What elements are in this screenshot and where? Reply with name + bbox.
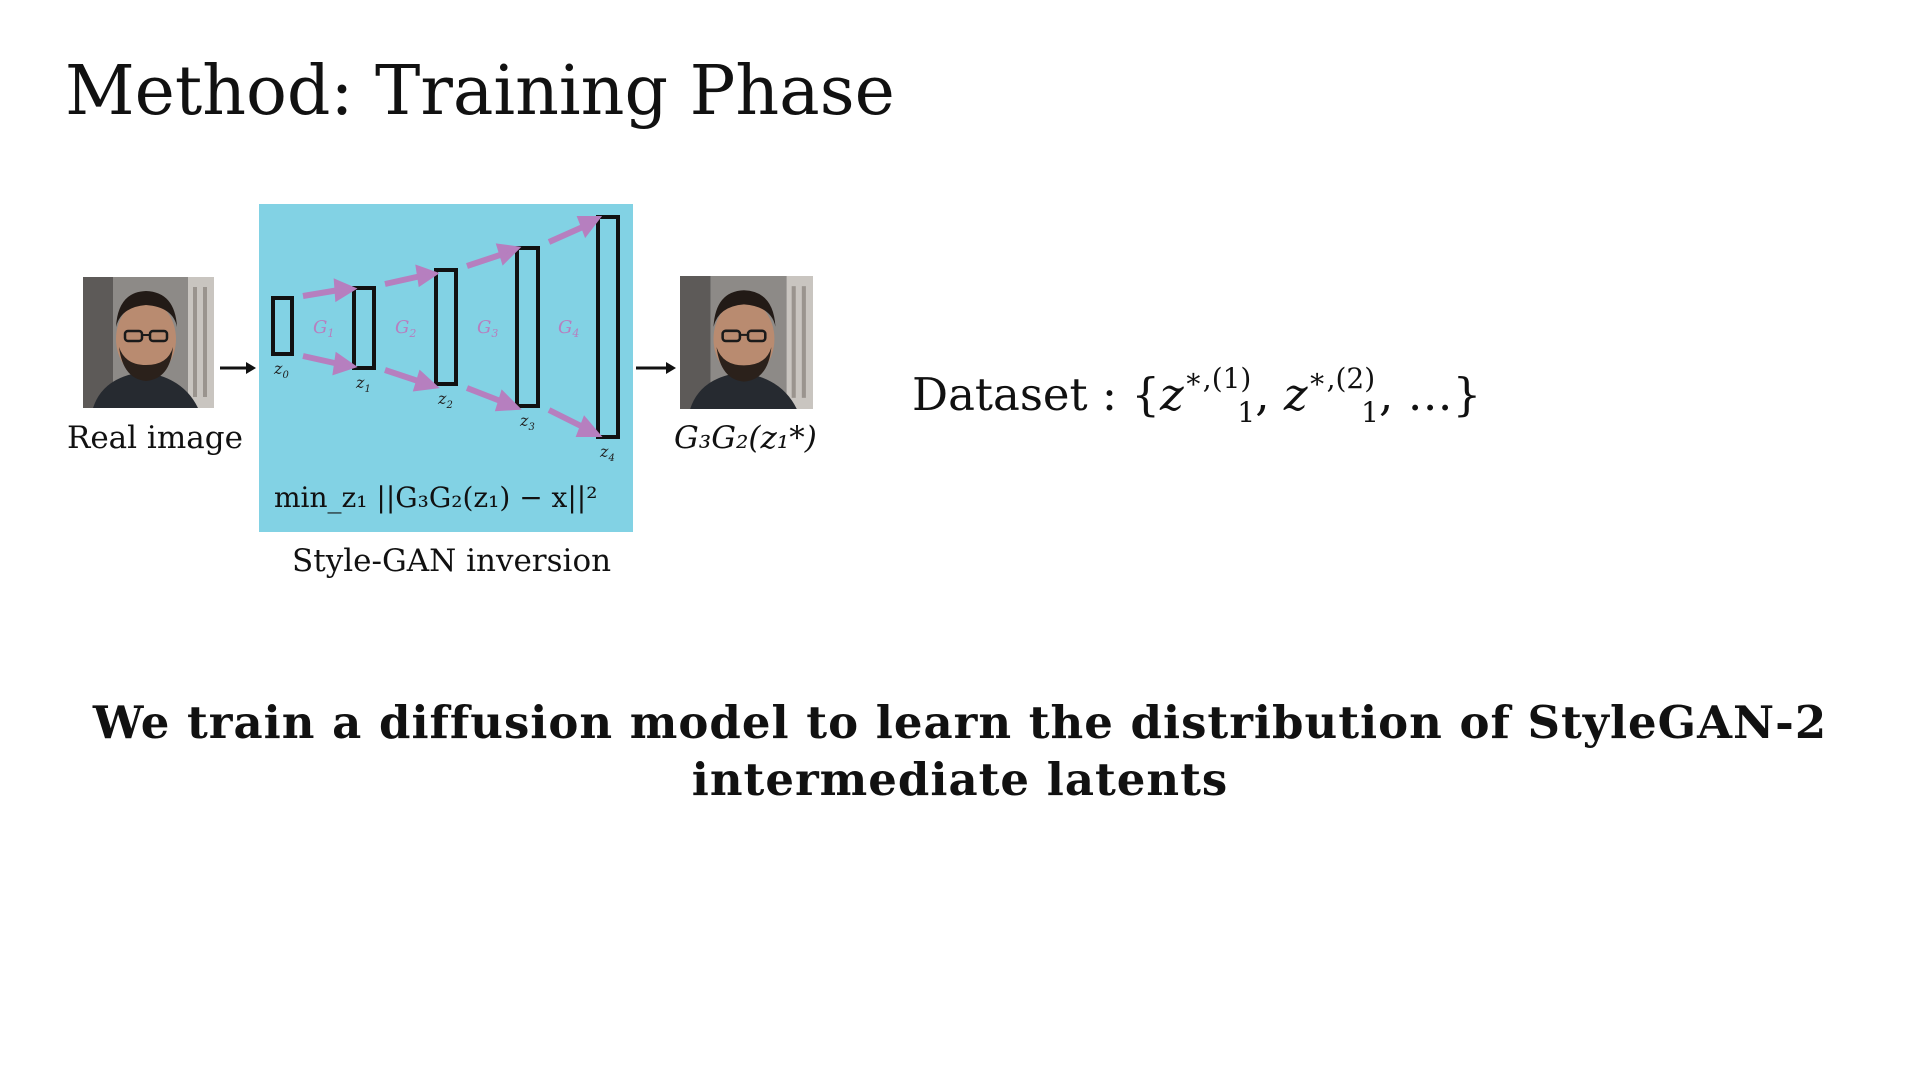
objective-formula: min_z₁ ||G₃G₂(z₁) − x||² [274,481,597,514]
output-label: G₃G₂(z₁*) [674,420,817,456]
dataset-label: Dataset : [912,368,1117,421]
inversion-label: Style-GAN inversion [292,543,611,579]
output-arrow [634,360,678,376]
summary-line-2: intermediate latents [0,751,1920,808]
reconstructed-image [680,276,813,409]
summary-line-1: We train a diffusion model to learn the … [0,694,1920,751]
stylegan-inversion-box: G1 G2 G3 G4 z0 z1 z2 z3 z4 min_z₁ ||G₃G₂… [259,204,633,532]
summary-statement: We train a diffusion model to learn the … [0,694,1920,808]
slide-title: Method: Training Phase [65,52,895,132]
dataset-formula: Dataset : {z∗,(1)1, z∗,(2)1, …} [912,362,1481,429]
real-image [83,277,214,408]
real-image-label: Real image [67,420,243,456]
input-arrow [218,360,258,376]
